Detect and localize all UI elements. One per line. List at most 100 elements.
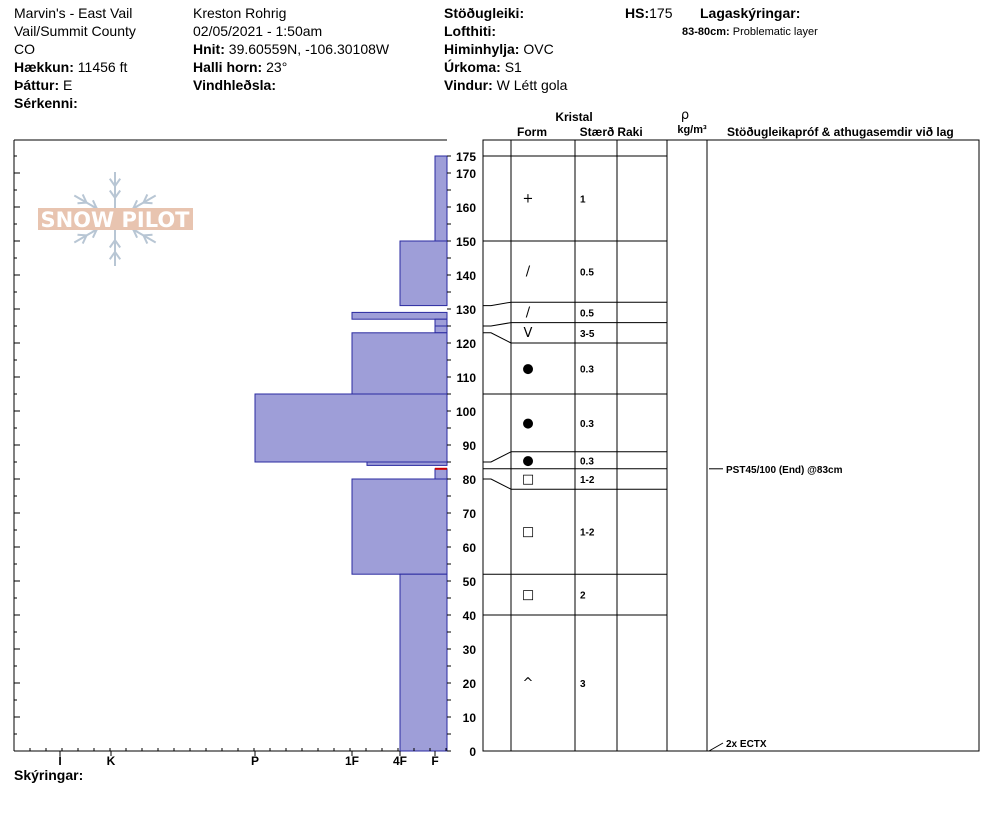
state: CO — [14, 41, 35, 57]
depth-tick-label: 80 — [463, 473, 477, 487]
crystal-size: 3-5 — [580, 329, 595, 340]
layer-notes-label: Lagaskýringar: — [700, 4, 800, 22]
features-label: Sérkenni: — [14, 95, 78, 111]
aspect-value: E — [63, 77, 73, 93]
crystal-size: 0.3 — [580, 365, 594, 376]
wind-loading-row: Vindhleðsla: — [193, 76, 276, 94]
crystal-size: 1 — [580, 195, 586, 206]
hardness-tick-label: P — [251, 754, 259, 768]
crystal-size: 1-2 — [580, 528, 595, 539]
crystal-form: / — [526, 265, 531, 280]
elevation-row: Hækkun: 11456 ft — [14, 58, 127, 76]
sky-row: Himinhylja: OVC — [444, 40, 554, 58]
depth-axis: 0 10 20 30 40 50 60 70 80 90 100 110 120 130 140 150 160… — [447, 140, 484, 759]
sky-label: Himinhylja: — [444, 41, 520, 57]
snowflake-branch — [114, 178, 122, 187]
snowflake-branch — [91, 229, 98, 239]
observer: Kreston Rohrig — [193, 5, 287, 21]
hardness-bar — [366, 461, 448, 466]
layer-connector — [483, 451, 512, 463]
depth-tick-label: 10 — [463, 711, 477, 725]
density-symbol: ρ — [681, 108, 689, 123]
density-unit: kg/m³ — [677, 124, 707, 136]
snowflake-branch — [132, 229, 139, 239]
crystal-form: □ — [522, 472, 534, 487]
datetime: 02/05/2021 - 1:50am — [193, 23, 323, 39]
depth-tick-label: 100 — [456, 405, 476, 419]
snowflake-branch — [142, 193, 149, 204]
crystal-header: Kristal — [555, 110, 592, 124]
hardness-tick-label: 1F — [345, 754, 359, 768]
stability-row: Stöðugleiki: — [444, 4, 524, 22]
depth-tick-label: 120 — [456, 337, 476, 351]
hardness-bar — [351, 332, 448, 395]
precip-row: Úrkoma: S1 — [444, 58, 522, 76]
precip-value: S1 — [504, 59, 522, 75]
wind-value: W Létt gola — [496, 77, 568, 93]
hs-label: HS: — [625, 5, 650, 21]
hardness-bar — [399, 573, 448, 752]
crystal-size: 0.3 — [580, 419, 594, 430]
crystal-size: 3 — [580, 679, 586, 690]
snowflake-branch — [114, 239, 122, 249]
test-label: 2x ECTX — [726, 739, 767, 750]
snowflake-branch — [108, 189, 116, 199]
layer-connector — [483, 332, 512, 344]
size-header: Stærð — [580, 125, 615, 139]
crystal-form: / — [526, 305, 531, 320]
problem-layer-range: 83-80cm: — [682, 26, 730, 38]
crystal-size: 0.5 — [580, 268, 594, 279]
snowflake-branch — [114, 251, 122, 260]
crystal-form: ● — [522, 453, 533, 468]
test-pointer — [708, 742, 724, 752]
hardness-bar — [254, 393, 448, 463]
wind-loading-label: Vindhleðsla: — [193, 77, 276, 93]
layer-table: +1 / 0.5 / 0.5 V 3-5 ● 0.3 ● 0.3 ● 0.3 □ 1-2 □ 1-2 □ 2 ^ 3 — [482, 139, 980, 752]
stability-label: Stöðugleiki: — [444, 5, 525, 21]
depth-tick-label: 20 — [463, 677, 477, 691]
stability-tests: PST45/100 (End) @83cm 2x ECTX — [708, 465, 843, 752]
snowflake-branch — [91, 199, 98, 209]
crystal-form: ● — [522, 416, 533, 431]
depth-tick-label: 130 — [456, 303, 476, 317]
hardness-tick-label: 4F — [393, 754, 407, 768]
aspect-label: Þáttur: — [14, 77, 60, 93]
crystal-form: ● — [522, 362, 533, 377]
elevation-label: Hækkun: — [14, 59, 74, 75]
depth-tick-label: 70 — [463, 507, 477, 521]
test-label: PST45/100 (End) @83cm — [726, 465, 843, 476]
snowflake-branch — [81, 193, 88, 204]
crystal-form: V — [524, 326, 533, 341]
snowflake-branch — [143, 201, 153, 205]
depth-tick-label: 140 — [456, 269, 476, 283]
layer-connector — [483, 478, 512, 490]
hardness-bar — [351, 478, 448, 575]
coords-label: Hnit: — [193, 41, 225, 57]
logo-band — [38, 208, 193, 230]
region: Vail/Summit County — [14, 23, 136, 39]
comments-row: Skýringar: — [14, 766, 83, 784]
air-temp-label: Lofthiti: — [444, 23, 497, 39]
depth-tick-label: 0 — [469, 745, 476, 759]
depth-tick-label: 30 — [463, 643, 477, 657]
crystal-size: 1-2 — [580, 475, 595, 486]
hardness-tick-label: K — [107, 754, 116, 768]
logo-text: SNOW PILOT — [40, 208, 190, 232]
crystal-form: □ — [522, 588, 534, 603]
table-frame — [482, 139, 980, 752]
hardness-bar — [434, 155, 448, 242]
depth-tick-label: 90 — [463, 439, 477, 453]
air-temp-row: Lofthiti: — [444, 22, 496, 40]
snowflake-branch — [77, 201, 87, 205]
crystal-size: 0.3 — [580, 456, 594, 467]
snowflake-branch — [142, 234, 149, 245]
slope-label: Halli horn: — [193, 59, 263, 75]
moisture-header: Raki — [617, 125, 642, 139]
slope-value: 23° — [266, 59, 288, 75]
coords-row: Hnit: 39.60559N, -106.30108W — [193, 40, 389, 58]
layer-connector — [483, 301, 512, 307]
crystal-form: □ — [522, 525, 534, 540]
depth-tick-label: 175 — [456, 150, 476, 164]
sky-value: OVC — [523, 41, 554, 57]
layer-notes-title: Lagaskýringar: — [700, 5, 801, 21]
